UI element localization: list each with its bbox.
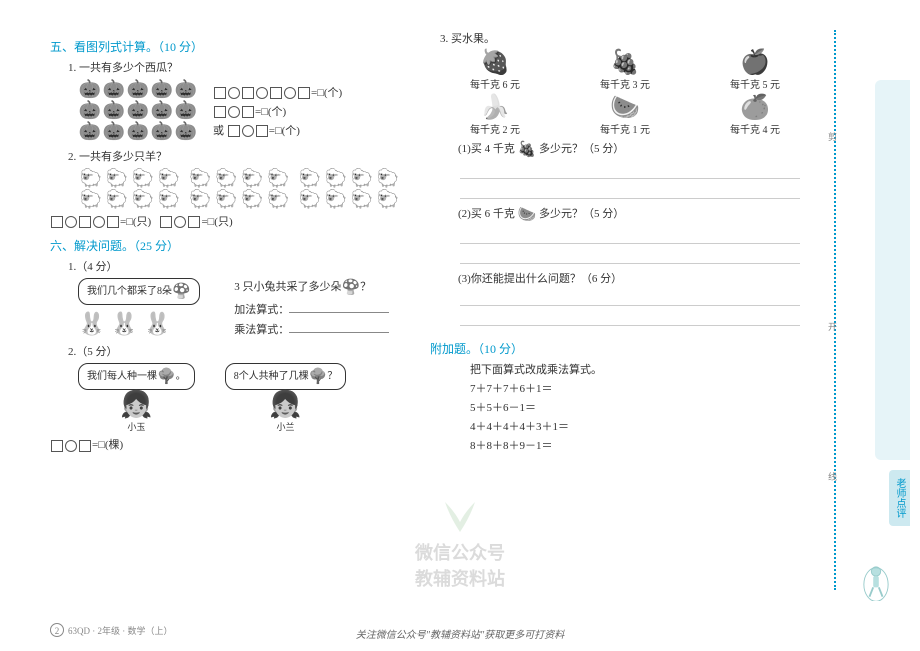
sub2-b: 多少元？（5 分） — [539, 208, 624, 220]
wm-l1: 微信公众号 — [415, 539, 505, 565]
sheep-grid: 🐑🐑🐑🐑 🐑🐑🐑🐑 🐑🐑🐑🐑 🐑🐑🐑🐑 🐑🐑🐑🐑 🐑🐑🐑🐑 — [78, 168, 410, 210]
cut-mark-2: 线 — [828, 470, 837, 483]
q5-1-equations: =□(个) =□(个) 或 =□(个) — [213, 81, 342, 141]
eq3-pre: 或 — [213, 125, 224, 137]
apple-icon: 🍎 — [715, 50, 795, 76]
grape-inline-icon: 🍇 — [518, 142, 537, 158]
tree-icon-b: 🌳 — [309, 369, 328, 385]
eq1-suf: =□(个) — [311, 87, 342, 99]
fruit-row-1: 🍓 每千克 6 元 🍇 每千克 3 元 🍎 每千克 5 元 — [430, 50, 820, 91]
footer-center: 关注微信公众号"教辅资料站"获取更多可打资料 — [0, 626, 920, 641]
bubble-a-text: 我们每人种一棵 — [87, 371, 157, 382]
answer-line-3b — [460, 312, 800, 326]
section-5-heading: 五、看图列式计算。（10 分） — [50, 38, 410, 55]
eq3-suf: =□(个) — [269, 125, 300, 137]
q3-sub3: (3)你还能提出什么问题？（6 分） — [458, 270, 820, 286]
bonus-line-0: 7＋7＋7＋6＋1＝ — [470, 380, 820, 396]
bubble-a: 我们每人种一棵🌳。 — [78, 363, 195, 390]
strawberry-icon: 🍓 — [455, 50, 535, 76]
q6-2-suf: =□(棵) — [92, 439, 123, 451]
sidebar: 剪 开 线 老师点评 — [830, 0, 910, 651]
left-column: 五、看图列式计算。（10 分） 1. 一共有多少个西瓜？ 🎃🎃🎃🎃🎃 🎃🎃🎃🎃🎃… — [0, 0, 420, 651]
q3-sub1: (1)买 4 千克 🍇 多少元？（5 分） — [458, 140, 820, 159]
q3-sub2: (2)买 6 千克 🍉 多少元？（5 分） — [458, 205, 820, 224]
pumpkin-grid: 🎃🎃🎃🎃🎃 🎃🎃🎃🎃🎃 🎃🎃🎃🎃🎃 — [78, 79, 198, 142]
answer-line-2b — [460, 250, 800, 264]
bubble-b-text: 8个人共种了几棵 — [234, 371, 309, 382]
teacher-tab: 老师点评 — [889, 470, 910, 526]
q6-1-suffix: ？ — [360, 281, 371, 293]
bonus-line-3: 8＋8＋8＋9－1＝ — [470, 437, 820, 453]
section-5-title: 五、看图列式计算。 — [50, 40, 158, 54]
mul-label: 乘法算式： — [234, 324, 289, 336]
bunny-icons: 🐰 🐰 🐰 — [78, 311, 234, 337]
q5-2-equations: =□(只) =□(只) — [50, 213, 410, 229]
jump-rope-icon — [862, 564, 890, 601]
watermelon-inline-icon: 🍉 — [518, 207, 537, 223]
q6-2-area: 我们每人种一棵🌳。 👧 小玉 8个人共种了几棵🌳？ 👧 小兰 — [78, 363, 410, 433]
eq2-suf: =□(个) — [255, 106, 286, 118]
q6-1-left: 我们几个都采了8朵🍄 🐰 🐰 🐰 — [78, 278, 234, 337]
name-b: 小兰 — [225, 420, 347, 433]
bonus-instr: 把下面算式改成乘法算式。 — [470, 361, 820, 377]
bonus-line-2: 4＋4＋4＋4＋3＋1＝ — [470, 418, 820, 434]
watermelon-icon: 🍉 — [585, 95, 665, 121]
banana-icon: 🍌 — [455, 95, 535, 121]
cut-mark-0: 剪 — [828, 130, 837, 143]
orange-icon: 🍊 — [715, 95, 795, 121]
bunny-bubble: 我们几个都采了8朵🍄 — [78, 278, 200, 305]
q3-label: 3. 买水果。 — [440, 30, 820, 46]
q5-1-label: 1. 一共有多少个西瓜？ — [68, 59, 410, 75]
s-eq2: =□(只) — [201, 216, 232, 228]
answer-line-1a — [460, 165, 800, 179]
answer-line-3a — [460, 292, 800, 306]
tree-icon-a: 🌳 — [157, 369, 176, 385]
add-label: 加法算式： — [234, 304, 289, 316]
q6-2-label: 2.（5 分） — [68, 343, 410, 359]
bunny-bubble-text: 我们几个都采了8朵 — [87, 286, 172, 297]
fruit-row-2: 🍌 每千克 2 元 🍉 每千克 1 元 🍊 每千克 4 元 — [430, 95, 820, 136]
girl-b-icon: 👧 — [225, 390, 347, 420]
sub1-b: 多少元？（5 分） — [539, 143, 624, 155]
name-a: 小玉 — [78, 420, 195, 433]
wm-l2: 教辅资料站 — [415, 565, 505, 591]
girl-a-icon: 👧 — [78, 390, 195, 420]
q5-2-label: 2. 一共有多少只羊？ — [68, 148, 410, 164]
answer-line-2a — [460, 230, 800, 244]
bonus-line-1: 5＋5＋6－1＝ — [470, 399, 820, 415]
price-5: 每千克 4 元 — [730, 125, 780, 136]
s-eq1: =□(只) — [120, 216, 151, 228]
grape-icon: 🍇 — [585, 50, 665, 76]
cut-mark-1: 开 — [828, 320, 837, 333]
bonus-title: 附加题。 — [430, 342, 478, 356]
price-0: 每千克 6 元 — [470, 80, 520, 91]
section-6-points: （25 分） — [134, 239, 179, 253]
bonus-heading: 附加题。（10 分） — [430, 340, 820, 357]
section-6-title: 六、解决问题。 — [50, 239, 134, 253]
price-4: 每千克 1 元 — [600, 125, 650, 136]
q6-2-eq: =□(棵) — [50, 436, 410, 452]
q6-1-right: 3 只小兔共采了多少朵🍄？ 加法算式： 乘法算式： — [234, 278, 410, 337]
price-3: 每千克 2 元 — [470, 125, 520, 136]
watermark: 微信公众号 教辅资料站 — [415, 497, 505, 591]
cut-line — [834, 30, 836, 590]
q6-1-prompt: 3 只小兔共采了多少朵 — [234, 281, 341, 293]
price-2: 每千克 5 元 — [730, 80, 780, 91]
sub1-a: (1)买 4 千克 — [458, 143, 515, 155]
bubble-b: 8个人共种了几棵🌳？ — [225, 363, 347, 390]
sidebar-bg — [875, 80, 910, 460]
section-6-heading: 六、解决问题。（25 分） — [50, 237, 410, 254]
mushroom-icon-2: 🍄 — [341, 280, 360, 296]
worksheet-page: 五、看图列式计算。（10 分） 1. 一共有多少个西瓜？ 🎃🎃🎃🎃🎃 🎃🎃🎃🎃🎃… — [0, 0, 920, 651]
sub2-a: (2)买 6 千克 — [458, 208, 515, 220]
mushroom-icon: 🍄 — [172, 284, 191, 300]
section-5-points: （10 分） — [158, 40, 203, 54]
answer-line-1b — [460, 185, 800, 199]
price-1: 每千克 3 元 — [600, 80, 650, 91]
bonus-points: （10 分） — [478, 342, 523, 356]
q6-1-label: 1.（4 分） — [68, 258, 410, 274]
